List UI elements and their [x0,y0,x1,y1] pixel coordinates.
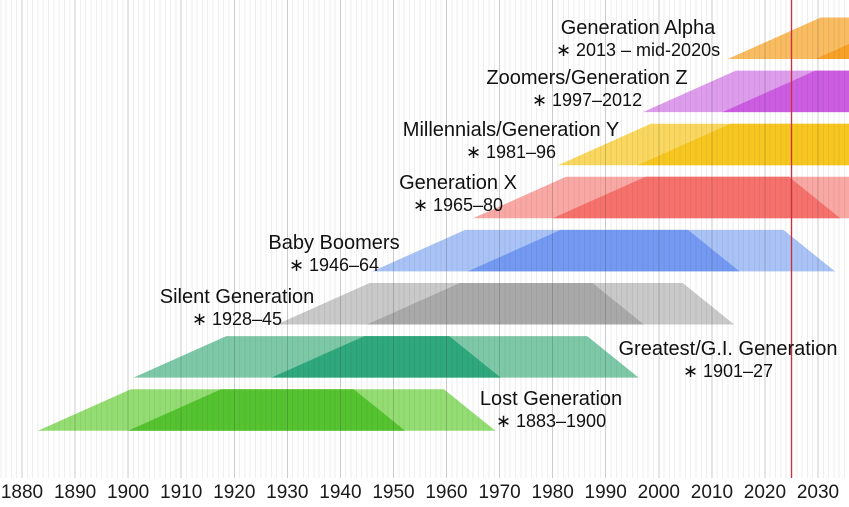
generation-band-dark [366,283,644,325]
generation-label-silent-generation: Silent Generation ∗ 1928–45 [160,286,315,329]
generation-name: Zoomers/Generation Z [486,67,688,89]
generation-years: ∗ 1997–2012 [531,90,643,110]
x-axis-tick-label: 1890 [54,482,96,503]
generation-name: Silent Generation [159,286,315,308]
generation-band-dark [467,229,740,272]
generation-years: ∗ 1928–45 [191,309,283,329]
x-axis-tick-label: 2020 [744,482,786,503]
generation-name: Millennials/Generation Y [402,119,620,141]
generation-band-dark [552,176,841,219]
x-axis-tick-label: 1970 [478,482,520,503]
generation-years: ∗ 1981–96 [465,142,557,162]
generation-label-baby-boomers: Baby Boomers ∗ 1946–64 [268,232,399,275]
generation-years: ∗ 1901–27 [682,361,774,381]
generation-years: ∗ 1883–1900 [495,411,607,431]
generation-label-lost-generation: Lost Generation ∗ 1883–1900 [480,388,622,431]
x-axis-tick-label: 1980 [532,482,574,503]
generation-label-greatest-gi-generation: Greatest/G.I. Generation ∗ 1901–27 [619,338,838,381]
x-axis-tick-label: 1960 [425,482,467,503]
generation-band-dark [815,43,849,59]
generation-band-dark [722,70,849,113]
x-axis-tick-label: 1950 [372,482,414,503]
x-axis-tick-label: 1930 [266,482,308,503]
generation-band-dark [271,336,501,378]
x-axis-tick-label: 1990 [585,482,627,503]
x-axis-tick-label: 1910 [160,482,202,503]
generation-years: ∗ 1946–64 [288,255,380,275]
generation-name: Generation Alpha [560,17,716,39]
x-axis-tick-label: 2000 [638,482,680,503]
generation-label-zoomers-generation-z: Zoomers/Generation Z ∗ 1997–2012 [486,67,687,110]
x-axis-tick-label: 1940 [319,482,361,503]
x-axis-tick-label: 1900 [107,482,149,503]
generation-band-light [727,17,849,59]
generation-name: Lost Generation [479,388,623,410]
generation-band-dark [128,389,406,431]
generation-years: ∗ 1965–80 [412,195,504,215]
generation-name: Generation X [399,172,517,194]
generation-name: Greatest/G.I. Generation [618,338,838,360]
generation-label-generation-alpha: Generation Alpha ∗ 2013 – mid-2020s [556,17,720,60]
x-axis-tick-label: 2010 [691,482,733,503]
generation-name: Baby Boomers [268,232,400,254]
x-axis-tick-label: 2030 [797,482,839,503]
generation-label-generation-x: Generation X ∗ 1965–80 [399,172,517,215]
x-axis-tick-label: 1920 [213,482,255,503]
generation-label-millennials-generation-y: Millennials/Generation Y ∗ 1981–96 [403,119,619,162]
generation-band-dark [637,123,849,166]
generation-years: ∗ 2013 – mid-2020s [555,40,721,60]
x-axis-tick-label: 1880 [1,482,43,503]
